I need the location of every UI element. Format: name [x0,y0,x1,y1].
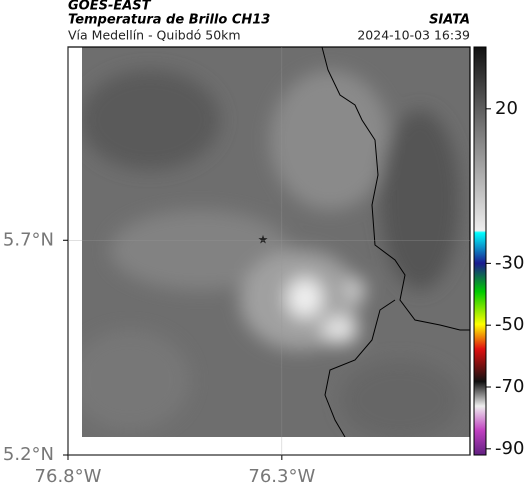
colorbar-tick-label: -30 [495,252,524,273]
colorbar-tick-label: -90 [495,438,524,459]
x-tick-label: 76.3°W [248,466,315,487]
satellite-image [82,47,470,437]
colorbar [473,46,487,456]
y-tick-label: 5.7°N [3,229,54,250]
map-axes: 76.8°W 76.3°W 5.2°N 5.7°N [3,47,470,487]
colorbar-axis: 20 -30 -50 -70 -90 [486,98,524,459]
subtitle: Vía Medellín - Quibdó 50km [68,28,241,43]
colorbar-tick-label: -50 [495,314,524,335]
title: Temperatura de Brillo CH13 [68,13,270,28]
colorbar-tick-label: -70 [495,376,524,397]
source: GOES-EAST [68,0,152,14]
x-tick-label: 76.8°W [35,466,102,487]
location-star: ★ [258,233,269,247]
org: SIATA [429,13,470,28]
colorbar-tick-label: 20 [495,98,518,119]
datetime: 2024-10-03 16:39 [357,28,470,43]
y-tick-label: 5.2°N [3,444,54,465]
